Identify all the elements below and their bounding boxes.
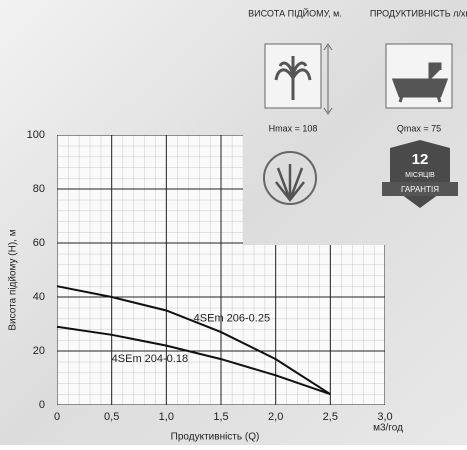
badge-title: ПРОДУКТИВНІСТЬ л/хв (370, 8, 467, 18)
warranty-label: ГАРАНТІЯ (401, 185, 439, 194)
y-tick-label: 100 (27, 129, 45, 141)
x-tick-label: 1,0 (159, 411, 174, 423)
badge-title: ВИСОТА ПІДЙОМУ, м. (248, 7, 342, 18)
x-tick-label: 2,5 (323, 411, 338, 423)
x-axis-label: Продуктивність (Q) (171, 432, 260, 443)
x-tick-label: 0 (54, 411, 60, 423)
fountain-icon (274, 56, 312, 100)
y-tick-label: 0 (39, 399, 45, 411)
y-tick-label: 80 (33, 183, 45, 195)
series-label: 4SEm 204-0.18 (112, 353, 188, 365)
x-tick-label: 0,5 (104, 411, 119, 423)
x-tick-label: 2,0 (268, 411, 283, 423)
warranty-number: 12 (412, 151, 429, 168)
height-arrow (323, 43, 333, 115)
series-layer: 4SEm 206-0.25 4SEm 204-0.18 (56, 285, 331, 396)
x-axis-unit: м3/год (373, 423, 403, 434)
bath-icon (391, 62, 449, 103)
series-label: 4SEm 206-0.25 (194, 313, 270, 325)
badge-value: Hmax = 108 (269, 123, 318, 133)
cert-mark (275, 164, 305, 203)
x-tick-label: 1,5 (213, 411, 228, 423)
warranty-ribbon (382, 182, 458, 196)
x-tick-label: 3,0 (377, 411, 392, 423)
y-axis-label: Висота підйому (H), м (8, 229, 19, 330)
badge-value: Qmax = 75 (397, 123, 441, 133)
series-line (56, 285, 331, 396)
bath-icon-box (385, 43, 453, 109)
warranty-unit: МІСЯЦІВ (405, 172, 435, 179)
cert-icon (263, 151, 317, 205)
y-tick-label: 40 (33, 291, 45, 303)
series-line (56, 325, 331, 396)
y-tick-label: 60 (33, 237, 45, 249)
y-tick-label: 20 (33, 345, 45, 357)
